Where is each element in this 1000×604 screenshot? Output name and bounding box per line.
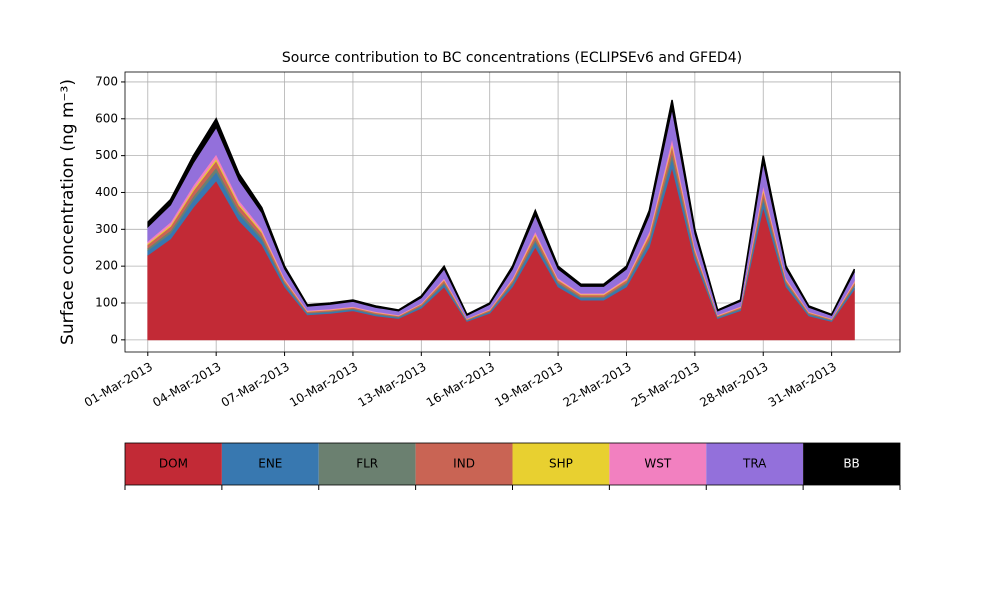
legend-swatch (221, 443, 319, 485)
x-tick-label: 16-Mar-2013 (424, 360, 497, 410)
y-tick-label: 300 (95, 222, 118, 236)
legend-swatch (125, 443, 222, 485)
areas (147, 99, 856, 341)
x-tick-label: 31-Mar-2013 (766, 360, 839, 410)
y-tick-label: 500 (95, 148, 118, 162)
legend-label: BB (843, 457, 859, 471)
y-tick-label: 100 (95, 296, 118, 310)
x-tick-label: 04-Mar-2013 (150, 360, 223, 410)
legend-label: DOM (159, 457, 188, 471)
y-tick-label: 400 (95, 185, 118, 199)
x-tick-label: 19-Mar-2013 (492, 360, 565, 410)
x-tick-label: 13-Mar-2013 (355, 360, 428, 410)
legend-swatch (609, 443, 707, 485)
legend-label: WST (644, 457, 671, 471)
legend-frame (124, 442, 901, 486)
x-tick-label: 22-Mar-2013 (561, 360, 634, 410)
x-tick-label: 25-Mar-2013 (629, 360, 702, 410)
legend-swatch (803, 443, 900, 485)
x-tick-label: 10-Mar-2013 (287, 360, 360, 410)
legend-label: TRA (742, 457, 767, 471)
x-tick-label: 28-Mar-2013 (697, 360, 770, 410)
legend-label: SHP (549, 457, 573, 471)
total-line (147, 99, 856, 316)
x-tick-label: 01-Mar-2013 (82, 360, 155, 410)
x-tick-label: 07-Mar-2013 (219, 360, 292, 410)
y-tick-label: 700 (95, 74, 118, 88)
legend-label: ENE (258, 457, 282, 471)
legend-swatch (512, 443, 610, 485)
y-tick-label: 0 (110, 332, 118, 346)
y-axis-label: Surface concentration (ng m⁻³) (58, 79, 78, 345)
legend-label: IND (453, 457, 475, 471)
y-tick-label: 600 (95, 111, 118, 125)
legend-swatch (706, 443, 804, 485)
legend: DOM ENE FLR IND SHP WST TRA BB (124, 442, 901, 490)
plot-frame (124, 71, 901, 353)
legend-swatch (318, 443, 416, 485)
chart-title: Source contribution to BC concentrations… (282, 50, 742, 66)
legend-swatch (415, 443, 513, 485)
legend-label: FLR (356, 457, 378, 471)
y-tick-label: 200 (95, 259, 118, 273)
